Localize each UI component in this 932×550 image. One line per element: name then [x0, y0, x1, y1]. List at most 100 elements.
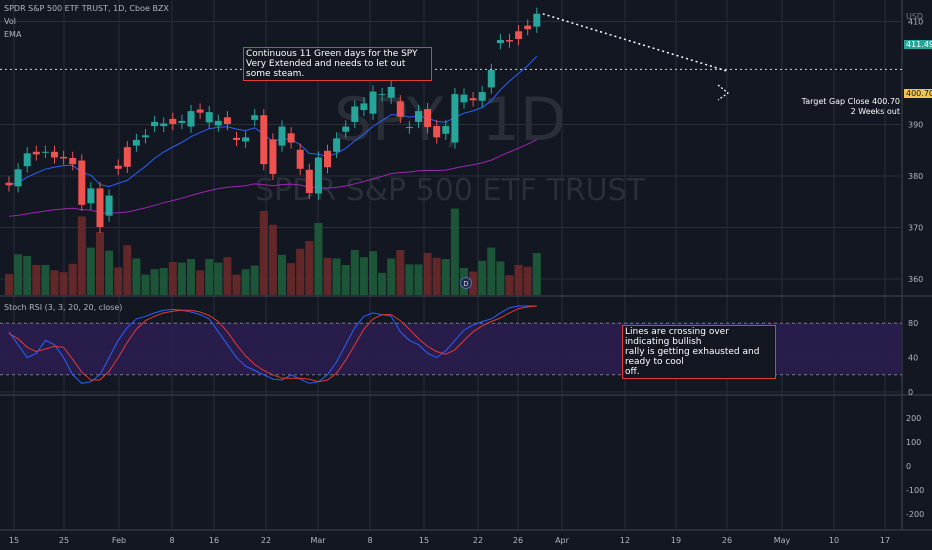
- volume-bar: [223, 257, 232, 295]
- candle-body: [506, 40, 513, 42]
- volume-bar: [59, 272, 68, 295]
- volume-bar: [105, 250, 114, 295]
- time-tick-label: 12: [620, 536, 630, 545]
- currency-label: USD: [906, 12, 924, 21]
- overlays: D: [0, 13, 902, 289]
- candle-body: [533, 13, 541, 27]
- candle-body: [333, 138, 341, 152]
- axes: 420410390380370360804002001000-100-20015…: [9, 18, 924, 546]
- candle-body: [233, 137, 240, 140]
- rsi-label[interactable]: Stoch RSI (3, 3, 20, 20, close): [4, 303, 123, 312]
- top-annotation-line2: Very Extended and needs to let out some …: [246, 59, 406, 79]
- candle-body: [314, 157, 322, 194]
- projection-arrow-line: [542, 13, 729, 73]
- volume-bar: [496, 261, 505, 295]
- volume-bar: [405, 264, 414, 295]
- top-annotation[interactable]: Continuous 11 Green days for the SPY Ver…: [243, 47, 432, 81]
- candle-body: [132, 139, 140, 146]
- volume-bar: [450, 208, 459, 295]
- lower-tick-label: 200: [906, 414, 921, 423]
- candle-body: [296, 149, 304, 169]
- rsi-d-line: [8, 305, 537, 383]
- candle-body: [515, 31, 523, 40]
- rsi-tick-label: 40: [908, 354, 918, 363]
- volume-bar: [132, 258, 141, 295]
- volume-bar: [141, 274, 150, 295]
- volume-bar: [441, 259, 450, 295]
- candle-body: [278, 126, 286, 146]
- volume-bar: [287, 263, 296, 295]
- rsi-annotation-line2: rally is getting exhausted and ready to …: [625, 347, 760, 367]
- candle-body: [105, 195, 113, 216]
- candle-body: [114, 165, 122, 169]
- candle-body: [196, 109, 204, 113]
- volume-bar: [50, 270, 59, 295]
- candle-body: [178, 120, 186, 123]
- price-tick-label: 380: [908, 172, 923, 181]
- candle-body: [151, 121, 159, 127]
- rsi-annotation[interactable]: Lines are crossing over indicating bulli…: [622, 325, 776, 379]
- lower-tick-label: -200: [906, 510, 924, 519]
- price-tick-label: 370: [908, 224, 923, 233]
- candle-body: [287, 133, 295, 143]
- candle-body: [478, 92, 486, 101]
- volume-bar: [205, 259, 214, 295]
- candle-body: [242, 137, 250, 142]
- candle-body: [51, 151, 58, 158]
- time-tick-label: 16: [209, 536, 219, 545]
- volume-bar: [214, 262, 223, 295]
- price-tick-label: 390: [908, 121, 923, 130]
- top-annotation-line1: Continuous 11 Green days for the SPY: [246, 49, 418, 59]
- volume-bar: [505, 275, 514, 295]
- candle-body: [396, 101, 404, 117]
- candle-body: [214, 120, 222, 126]
- time-tick-label: 8: [367, 536, 372, 545]
- candles: [5, 7, 541, 234]
- candle-body: [351, 106, 359, 122]
- candle-body: [251, 115, 259, 120]
- volume-bar: [196, 270, 205, 295]
- watermark-name: SPDR S&P 500 ETF TRUST: [255, 173, 646, 208]
- candle-body: [160, 123, 168, 127]
- volume-bar: [14, 254, 23, 295]
- candle-body: [387, 86, 395, 98]
- candle-body: [442, 126, 450, 134]
- candle-body: [360, 103, 368, 111]
- volume-bar: [159, 268, 168, 295]
- time-tick-label: Apr: [555, 536, 570, 545]
- volume-bar: [523, 266, 532, 295]
- candle-body: [269, 139, 277, 174]
- volume-bar: [332, 258, 341, 295]
- candle-body: [142, 135, 149, 138]
- dividend-marker-label: D: [463, 280, 468, 288]
- volume-bar: [268, 224, 277, 295]
- volume-bar: [232, 274, 241, 295]
- last-price-tag: 411.49: [904, 40, 932, 49]
- symbol-header[interactable]: SPDR S&P 500 ETF TRUST, 1D, Cboe BZX: [4, 4, 169, 13]
- candle-body: [342, 126, 350, 132]
- volume-bar: [359, 257, 368, 295]
- time-tick-label: 17: [880, 536, 890, 545]
- volume-bar: [314, 223, 323, 295]
- volume-bar: [396, 250, 405, 295]
- volume-bar: [278, 254, 286, 295]
- candle-body: [451, 94, 459, 143]
- candle-body: [169, 118, 177, 124]
- volume-bar: [423, 253, 432, 295]
- volume-bar: [77, 216, 86, 295]
- volume-bar: [5, 274, 13, 295]
- rsi-k-line: [8, 305, 537, 384]
- volume-bars: [5, 208, 541, 295]
- volume-bar: [487, 247, 496, 295]
- rsi-annotation-line1: Lines are crossing over indicating bulli…: [625, 327, 729, 347]
- volume-bar: [341, 265, 350, 295]
- ema-label[interactable]: EMA: [4, 30, 22, 39]
- volume-bar: [86, 247, 95, 295]
- vol-label[interactable]: Vol: [4, 17, 16, 26]
- volume-bar: [259, 211, 268, 295]
- candle-body: [223, 117, 231, 124]
- lower-tick-label: -100: [906, 486, 924, 495]
- time-tick-label: 26: [513, 536, 523, 545]
